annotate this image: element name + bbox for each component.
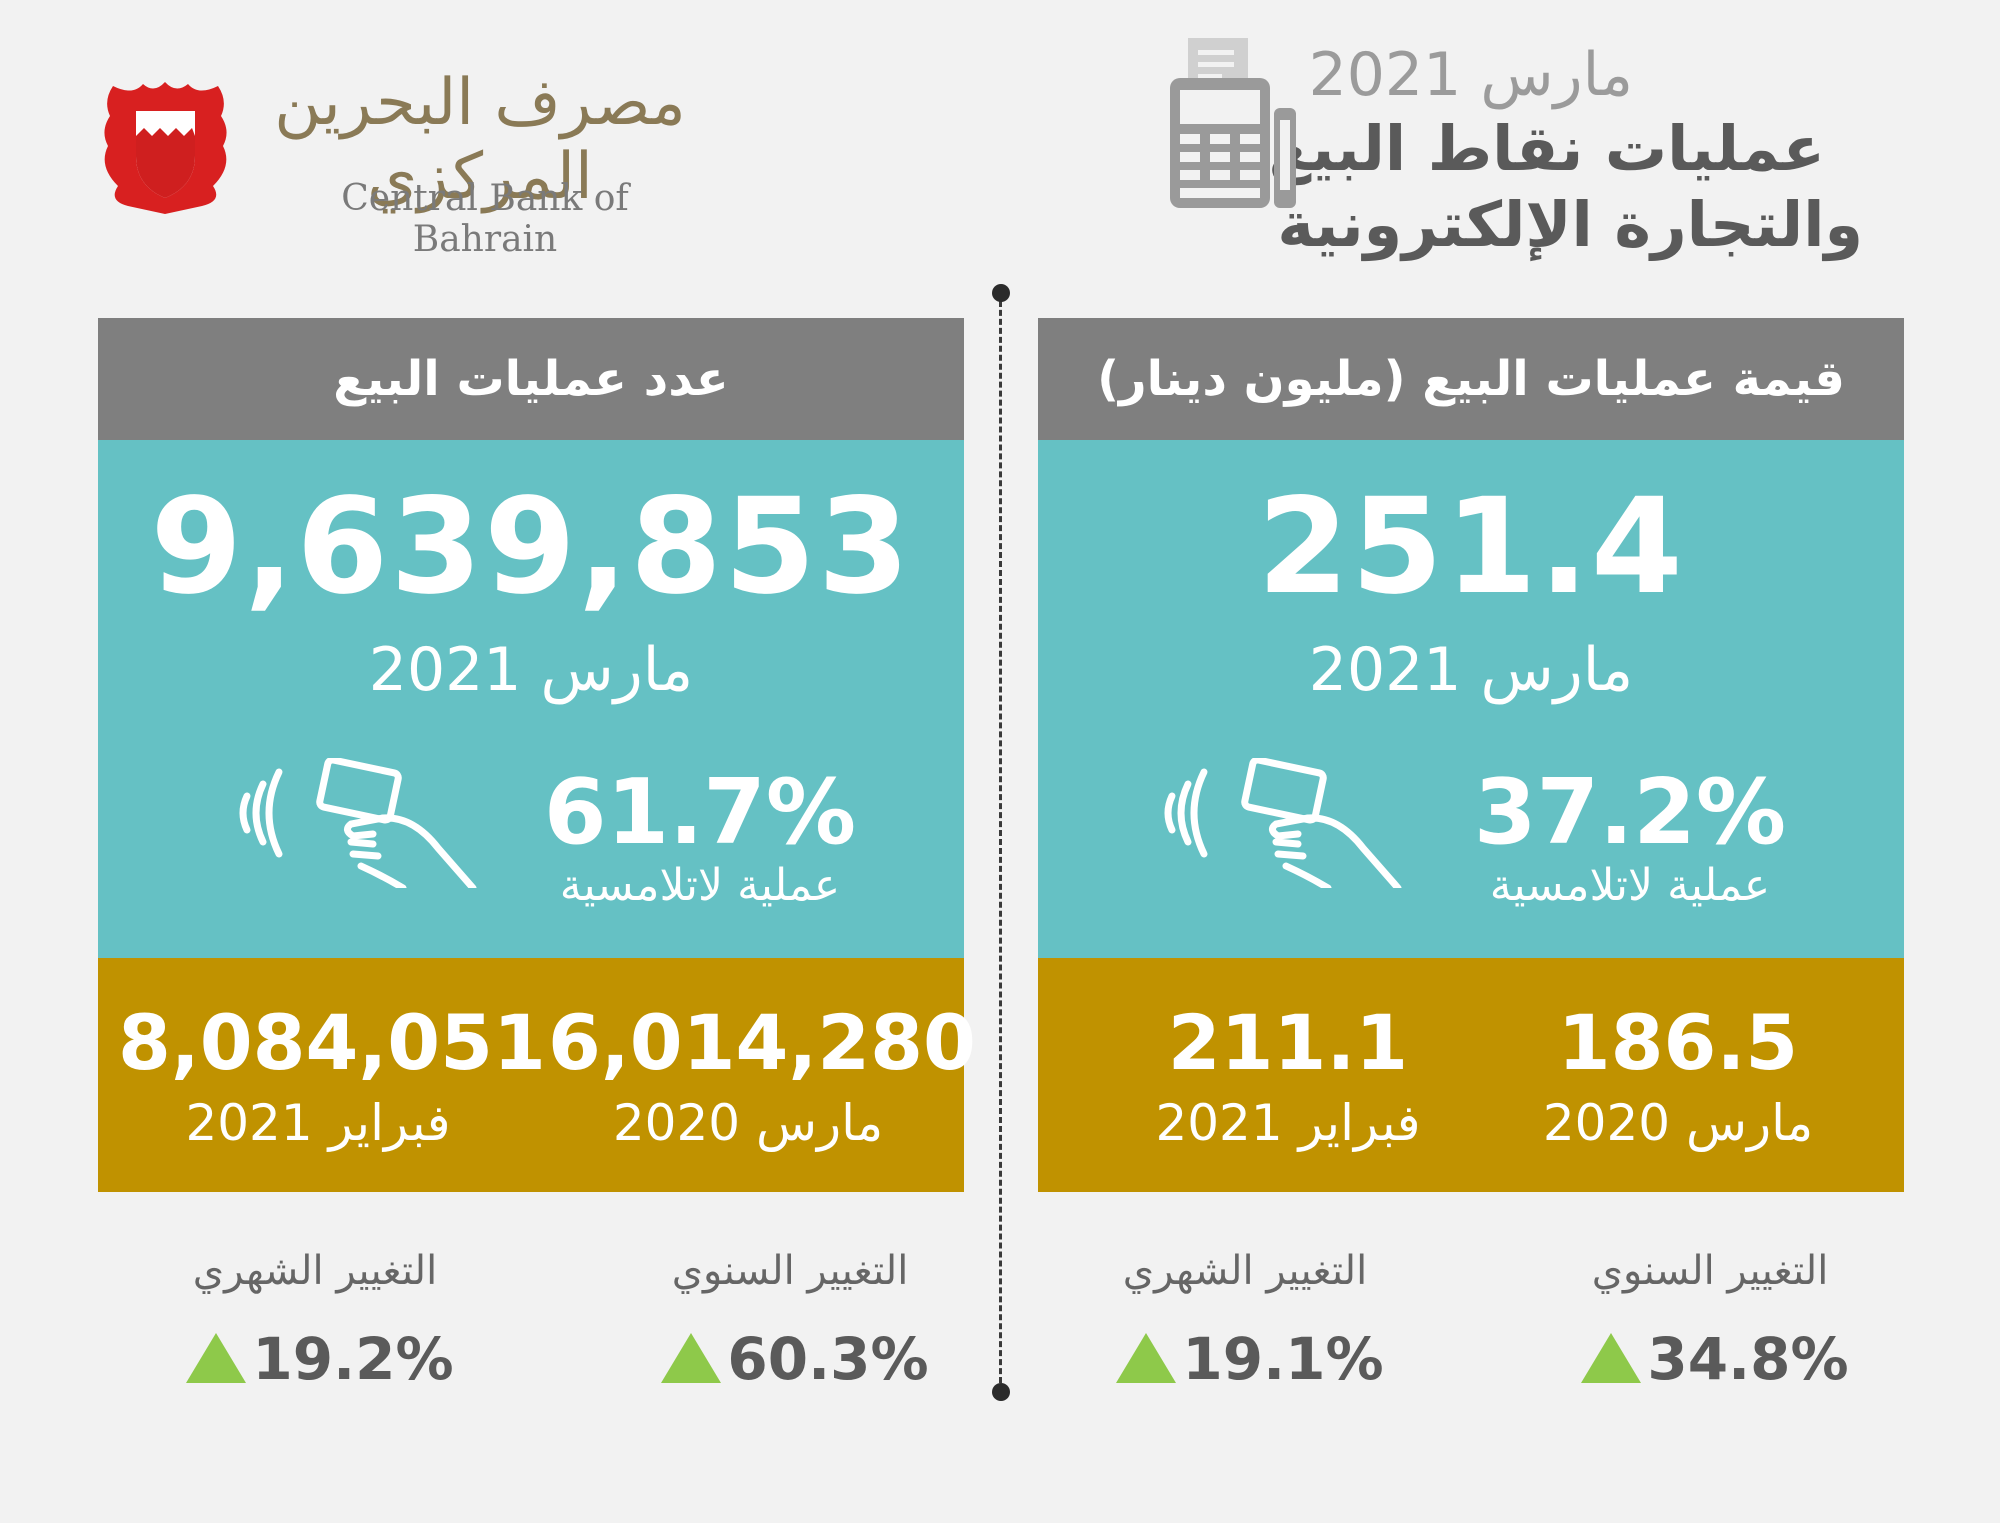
contactless-card-icon [239,758,477,888]
panel-title: قيمة عمليات البيع (مليون دينار) [1038,318,1904,440]
sales-count-panel: عدد عمليات البيع 9,639,853 مارس 2021 61.… [98,318,976,1192]
comparison-section: 6,014,280 مارس 2020 8,084,051 فبراير 202… [98,958,976,1192]
comparison-value-mom: 8,084,051 [118,998,546,1087]
monthly-change-value: 19.2% [150,1325,490,1393]
monthly-change-label: التغيير الشهري [1122,1248,1368,1294]
monthly-change-label: التغيير الشهري [192,1248,438,1294]
comparison-date-mom: فبراير 2021 [1155,1094,1421,1152]
report-date: مارس 2021 [1308,40,1633,110]
report-title-line1: عمليات نقاط البيع [1268,112,1825,185]
bank-name-arabic: مصرف البحرين المركزي [274,66,686,214]
up-arrow-icon [1116,1333,1177,1383]
comparison-value-yoy: 186.5 [1557,998,1799,1087]
contactless-percentage: 61.7% [543,760,857,865]
contactless-label: عملية لاتلامسية [559,860,841,911]
divider-dot-top [992,284,1010,302]
annual-change-label: التغيير السنوي [1591,1248,1829,1294]
up-arrow-icon [1581,1333,1642,1383]
comparison-value-yoy: 6,014,280 [548,998,976,1087]
main-stat-section: 251.4 مارس 2021 37.2% عملية لاتلامسية [1038,440,1904,958]
comparison-section: 186.5 مارس 2020 211.1 فبراير 2021 [1038,958,1904,1192]
monthly-change-value: 19.1% [1080,1325,1420,1393]
annual-change-value: 60.3% [625,1325,965,1393]
center-divider [999,292,1002,1392]
annual-change-value: 34.8% [1545,1325,1885,1393]
bahrain-emblem-icon [104,82,227,214]
sales-value-panel: قيمة عمليات البيع (مليون دينار) 251.4 ما… [1038,318,1904,1192]
comparison-date-yoy: مارس 2020 [612,1094,884,1152]
bank-name-english: Central Bank of Bahrain [341,178,629,260]
contactless-label: عملية لاتلامسية [1489,860,1771,911]
pos-terminal-icon [1170,38,1296,208]
comparison-date-yoy: مارس 2020 [1542,1094,1814,1152]
main-date: مارس 2021 [368,635,694,705]
report-title-line2: والتجارة الإلكترونية [1277,188,1863,261]
main-value: 9,639,853 [150,470,912,624]
main-value: 251.4 [1257,470,1685,624]
panel-title: عدد عمليات البيع [98,318,964,440]
up-arrow-icon [661,1333,722,1383]
monthly-change-percent: 19.1% [1182,1325,1384,1393]
contactless-card-icon [1164,758,1402,888]
monthly-change-percent: 19.2% [252,1325,454,1393]
contactless-percentage: 37.2% [1473,760,1787,865]
annual-change-percent: 34.8% [1647,1325,1849,1393]
up-arrow-icon [186,1333,247,1383]
annual-change-label: التغيير السنوي [671,1248,909,1294]
annual-change-percent: 60.3% [727,1325,929,1393]
comparison-date-mom: فبراير 2021 [185,1094,451,1152]
main-stat-section: 9,639,853 مارس 2021 61.7% عملية لاتلامسي… [98,440,964,958]
main-date: مارس 2021 [1308,635,1634,705]
comparison-value-mom: 211.1 [1167,998,1409,1087]
divider-dot-bottom [992,1383,1010,1401]
